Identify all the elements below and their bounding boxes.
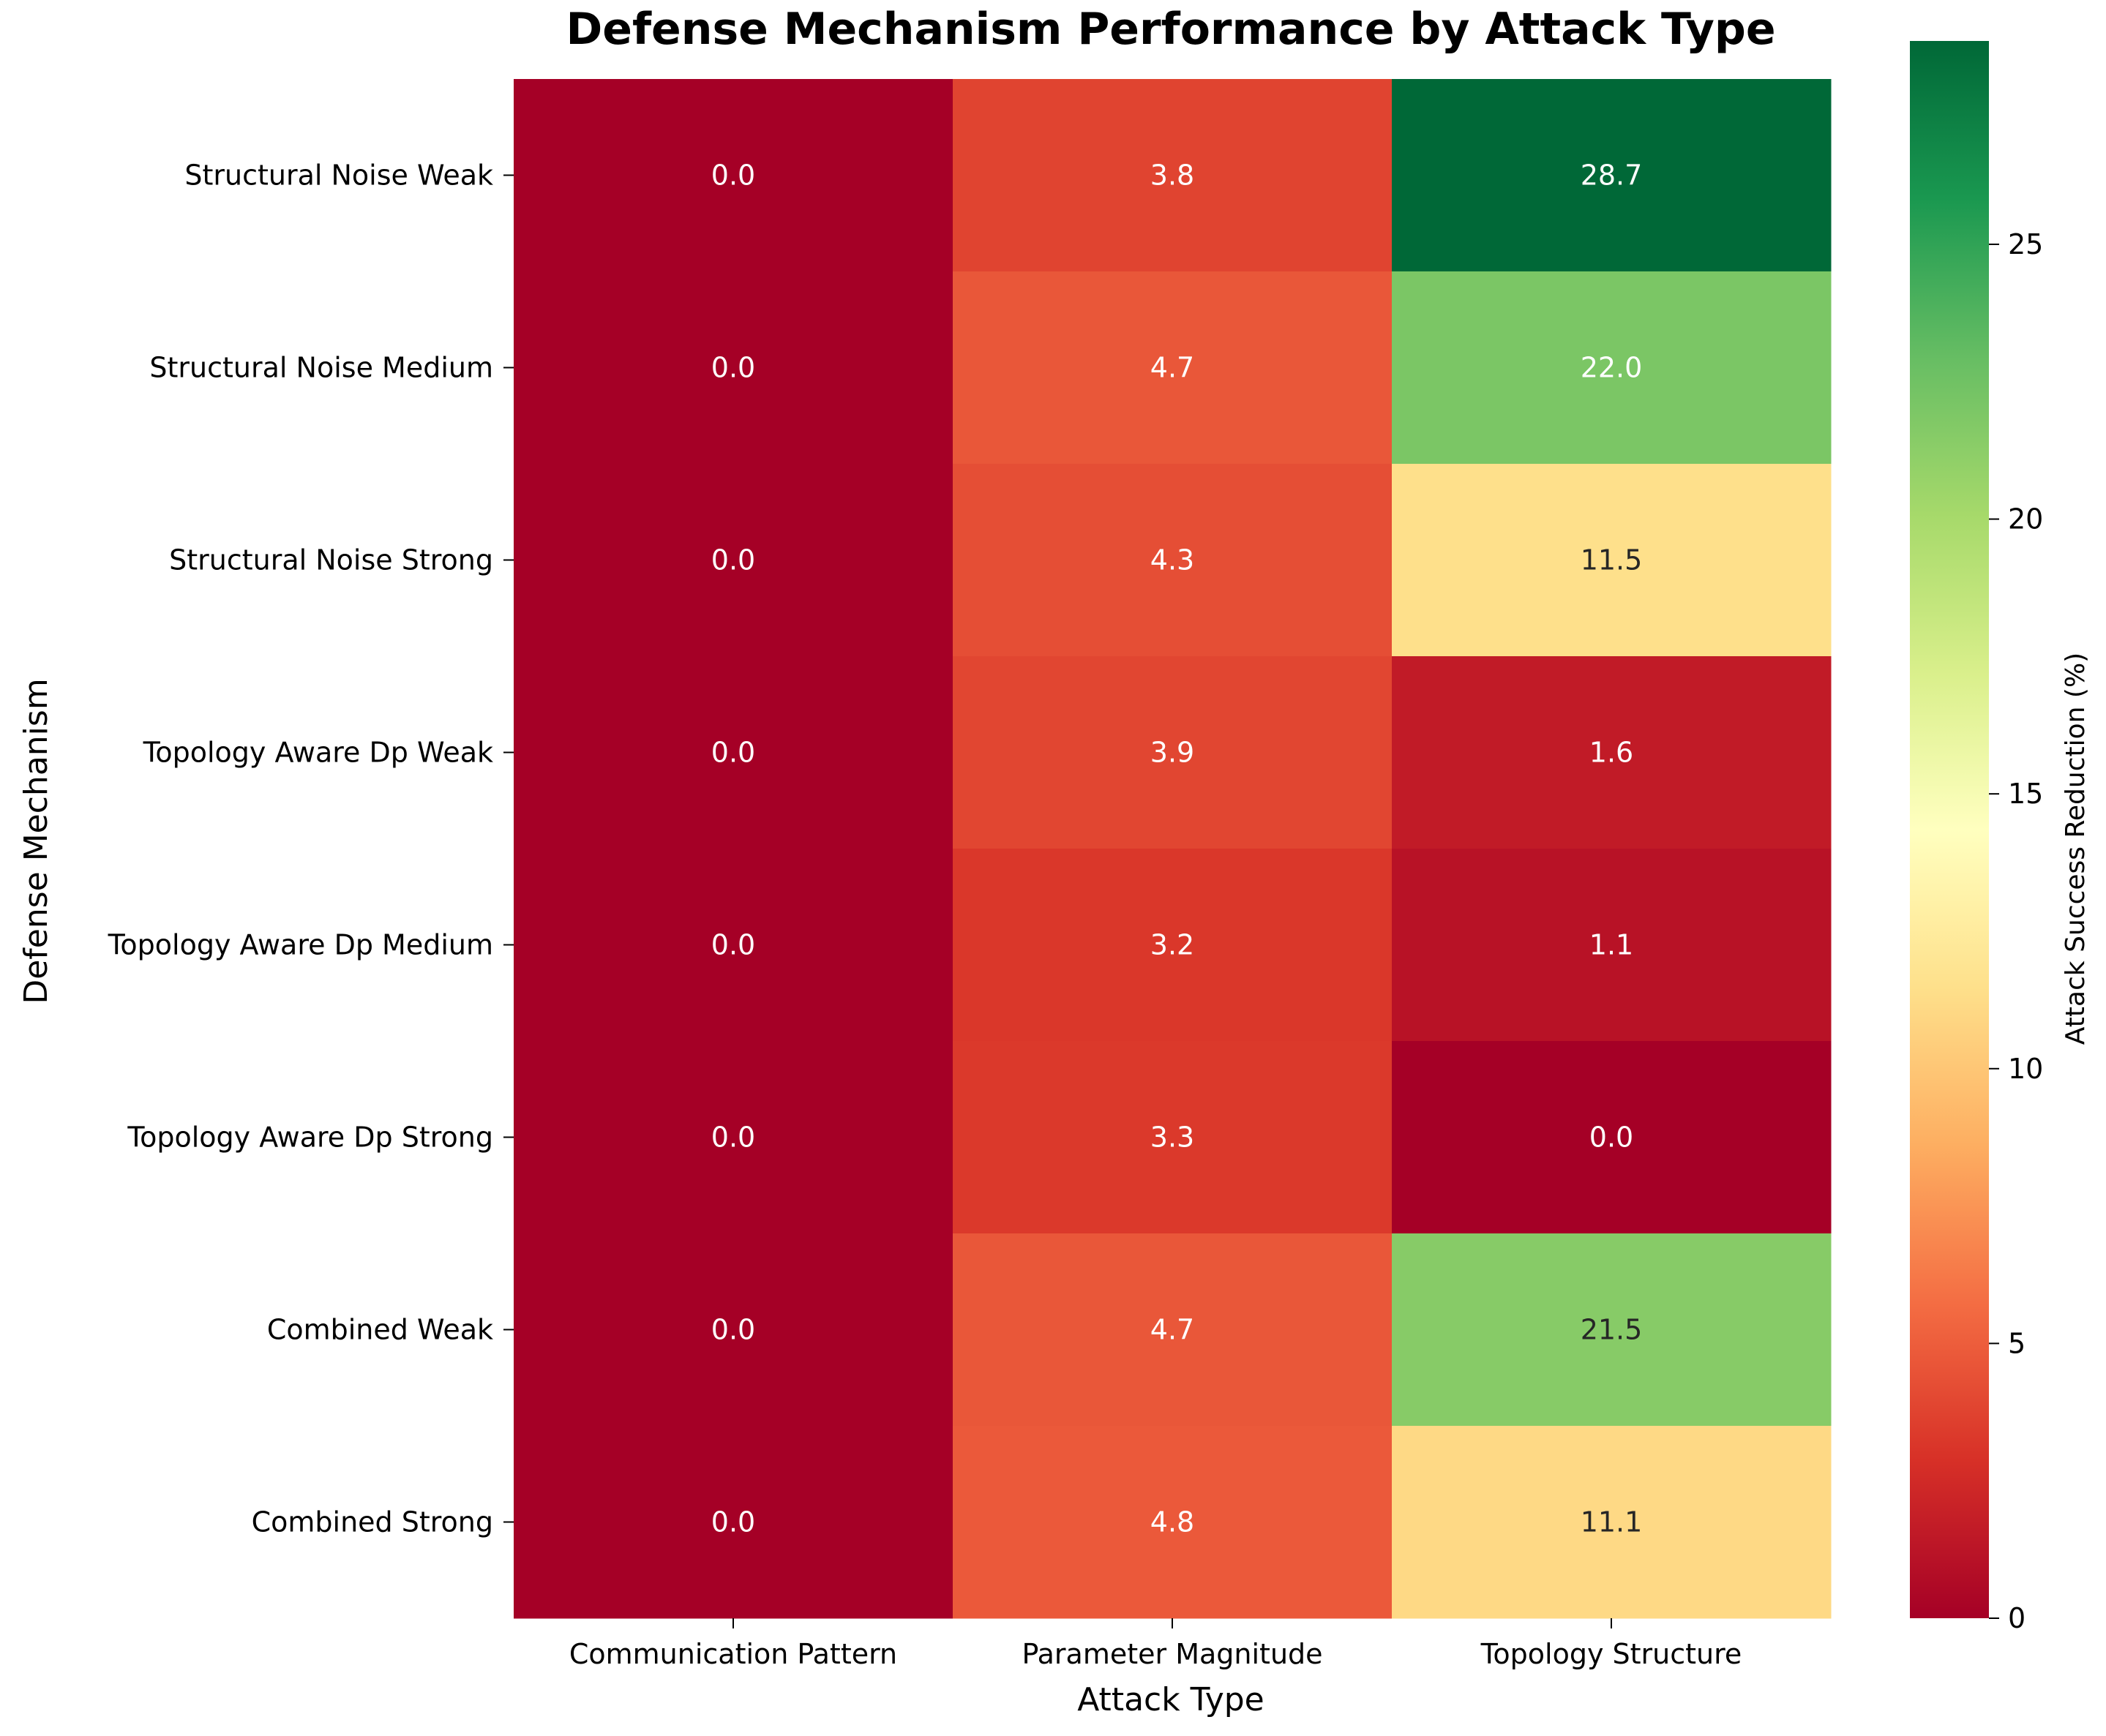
cell-value-label: 11.5 xyxy=(1581,544,1643,576)
colorbar-tick-label: 15 xyxy=(2008,778,2043,810)
y-tick-label: Topology Aware Dp Weak xyxy=(143,737,493,769)
heatmap-cell xyxy=(953,1233,1393,1427)
cell-value-label: 1.1 xyxy=(1589,929,1633,961)
colorbar-tick-label: 5 xyxy=(2008,1327,2026,1359)
cell-value-label: 0.0 xyxy=(711,352,755,384)
cell-value-label: 0.0 xyxy=(711,159,755,192)
cell-value-label: 0.0 xyxy=(711,1506,755,1538)
x-axis-label: Attack Type xyxy=(1077,1681,1264,1718)
cell-value-label: 11.1 xyxy=(1581,1506,1643,1538)
cell-value-label: 4.7 xyxy=(1150,1314,1194,1346)
heatmap-cell xyxy=(953,1041,1393,1234)
y-tick-label: Topology Aware Dp Strong xyxy=(127,1121,493,1154)
heatmap-cell xyxy=(1392,464,1832,657)
heatmap-cell xyxy=(953,79,1393,272)
colorbar-label: Attack Success Reduction (%) xyxy=(2061,653,2091,1045)
heatmap-cell xyxy=(1392,1233,1832,1427)
cell-value-label: 4.8 xyxy=(1150,1506,1194,1538)
cell-value-label: 3.2 xyxy=(1150,929,1194,961)
colorbar-tick-label: 10 xyxy=(2008,1053,2043,1085)
y-tick-label: Topology Aware Dp Medium xyxy=(108,929,493,961)
heatmap-cell xyxy=(1392,849,1832,1042)
x-axis: Communication Pattern Parameter Magnitude… xyxy=(569,1618,1742,1670)
heatmap-cell xyxy=(953,271,1393,465)
colorbar-tick-label: 20 xyxy=(2008,503,2043,536)
heatmap-cell xyxy=(953,464,1393,657)
heatmap-cell xyxy=(1392,1426,1832,1619)
cell-value-label: 4.7 xyxy=(1150,352,1194,384)
cell-value-label: 0.0 xyxy=(711,929,755,961)
cell-value-label: 4.3 xyxy=(1150,544,1194,576)
y-tick-label: Structural Noise Medium xyxy=(149,352,493,384)
colorbar-tick-label: 25 xyxy=(2008,228,2043,260)
y-tick-label: Combined Weak xyxy=(267,1314,493,1346)
colorbar: 0 5 10 15 20 25 xyxy=(1910,41,2043,1634)
x-tick-label: Topology Structure xyxy=(1480,1638,1742,1670)
heatmap-cell xyxy=(953,656,1393,849)
heatmap-cell xyxy=(1392,79,1832,272)
colorbar-tick-label: 0 xyxy=(2008,1602,2026,1634)
heatmap-cell xyxy=(514,1426,953,1619)
cell-value-label: 0.0 xyxy=(711,737,755,769)
heatmap-cell xyxy=(514,271,953,465)
heatmap-cell xyxy=(1392,1041,1832,1234)
y-tick-label: Combined Strong xyxy=(252,1506,493,1538)
heatmap-cell xyxy=(514,656,953,849)
cell-value-label: 0.0 xyxy=(711,1121,755,1154)
heatmap-cell-labels: 0.0 3.8 28.7 0.0 4.7 22.0 0.0 4.3 11.5 0.0 3.9 1.6 0… xyxy=(711,159,1643,1538)
cell-value-label: 0.0 xyxy=(1589,1121,1633,1154)
cell-value-label: 0.0 xyxy=(711,544,755,576)
colorbar-gradient xyxy=(1910,41,1989,1618)
heatmap-cell xyxy=(514,1041,953,1234)
chart-title: Defense Mechanism Performance by Attack … xyxy=(566,4,1775,55)
cell-value-label: 28.7 xyxy=(1581,159,1643,192)
heatmap-cell xyxy=(514,79,953,272)
y-axis: Structural Noise Weak Structural Noise Me… xyxy=(108,159,514,1538)
heatmap-cell xyxy=(1392,656,1832,849)
cell-value-label: 3.9 xyxy=(1150,737,1194,769)
heatmap-cell xyxy=(953,849,1393,1042)
heatmap-cells xyxy=(514,79,1832,1619)
cell-value-label: 1.6 xyxy=(1589,737,1633,769)
heatmap-cell xyxy=(514,1233,953,1427)
heatmap-cell xyxy=(514,849,953,1042)
x-tick-label: Parameter Magnitude xyxy=(1022,1638,1322,1670)
y-tick-label: Structural Noise Strong xyxy=(169,544,493,576)
y-axis-label: Defense Mechanism xyxy=(18,678,55,1004)
cell-value-label: 21.5 xyxy=(1581,1314,1643,1346)
cell-value-label: 0.0 xyxy=(711,1314,755,1346)
cell-value-label: 3.8 xyxy=(1150,159,1194,192)
heatmap-cell xyxy=(953,1426,1393,1619)
heatmap-cell xyxy=(1392,271,1832,465)
heatmap-cell xyxy=(514,464,953,657)
x-tick-label: Communication Pattern xyxy=(569,1638,897,1670)
y-tick-label: Structural Noise Weak xyxy=(184,159,493,192)
cell-value-label: 22.0 xyxy=(1581,352,1643,384)
cell-value-label: 3.3 xyxy=(1150,1121,1194,1154)
